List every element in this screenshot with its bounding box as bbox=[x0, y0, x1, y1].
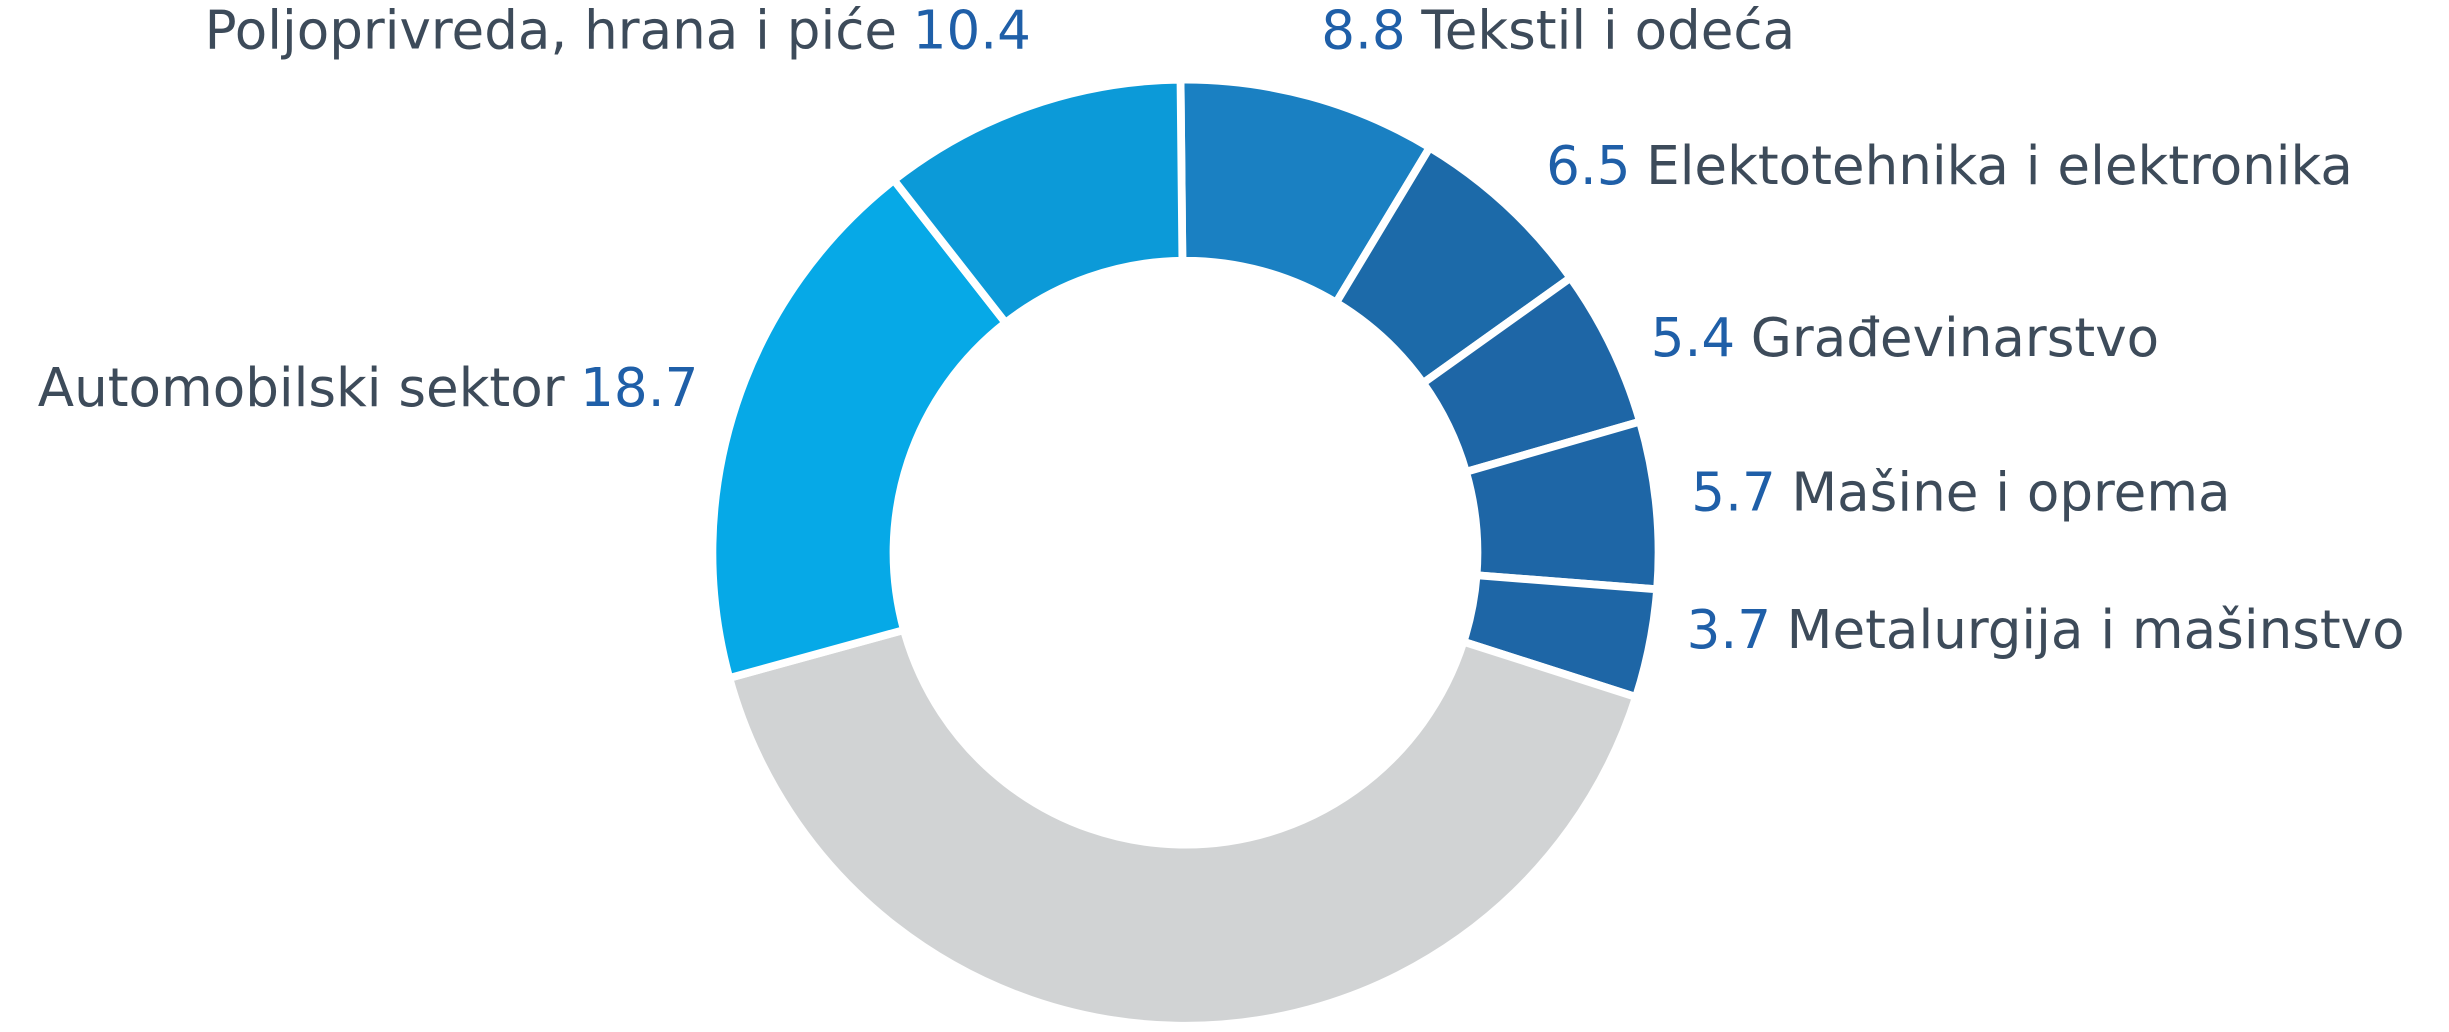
value-label: 3.7 bbox=[1687, 599, 1771, 661]
segment-label: 5.7 Mašine i oprema bbox=[1691, 462, 2230, 524]
donut-segment bbox=[888, 75, 1187, 329]
segment-label: 3.7 Metalurgija i mašinstvo bbox=[1687, 599, 2405, 661]
category-label: Tekstil i odeća bbox=[1420, 0, 1795, 61]
value-label: 10.4 bbox=[913, 0, 1031, 61]
category-label: Elektotehnika i elektronika bbox=[1646, 135, 2353, 197]
segment-label: Poljoprivreda, hrana i piće 10.4 bbox=[205, 0, 1031, 61]
value-label: 5.7 bbox=[1691, 462, 1775, 524]
value-label: 8.8 bbox=[1321, 0, 1405, 61]
category-label: Poljoprivreda, hrana i piće bbox=[205, 0, 897, 61]
segment-label: 5.4 Građevinarstvo bbox=[1651, 307, 2159, 369]
category-label: Automobilski sektor bbox=[38, 357, 565, 419]
category-label: Metalurgija i mašinstvo bbox=[1787, 599, 2405, 661]
category-label: Građevinarstvo bbox=[1751, 307, 2159, 369]
segment-label: 8.8 Tekstil i odeća bbox=[1321, 0, 1795, 61]
donut-segment bbox=[708, 174, 1012, 683]
value-label: 6.5 bbox=[1546, 135, 1630, 197]
category-label: Mašine i oprema bbox=[1791, 462, 2230, 524]
donut-segment bbox=[724, 625, 1641, 1030]
segment-label: Automobilski sektor 18.7 bbox=[38, 357, 699, 419]
value-label: 18.7 bbox=[580, 357, 698, 419]
segment-label: 6.5 Elektotehnika i elektronika bbox=[1546, 135, 2353, 197]
value-label: 5.4 bbox=[1651, 307, 1735, 369]
